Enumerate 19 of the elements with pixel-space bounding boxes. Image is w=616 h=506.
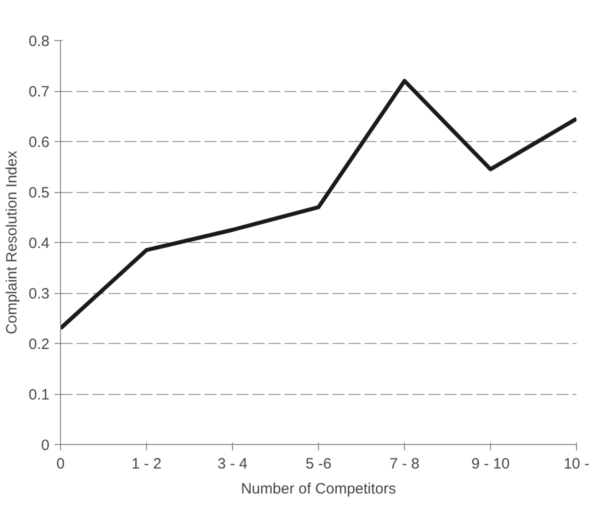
x-tick-label: 5 -6 [306,456,332,472]
x-tick-label: 1 - 2 [131,456,162,472]
y-tick-label: 0.7 [28,84,50,100]
y-tick-label: 0.8 [28,33,50,50]
x-tick-label: 3 - 4 [217,456,248,472]
x-tick-label: 7 - 8 [389,456,420,472]
x-tick-label: 9 - 10 [471,456,510,472]
line-series [60,78,576,330]
x-tick-label: 0 [56,456,65,472]
y-tick-label: 0 [41,437,50,454]
y-tick-label: 0.4 [28,235,50,252]
y-tick-label: 0.3 [28,286,50,302]
y-tick-label: 0.2 [28,336,50,353]
x-axis-title: Number of Competitors [240,480,396,498]
x-tick-label: 10 - [564,456,590,472]
y-axis-title: Complaint Resolution Index [4,150,21,334]
y-tick-label: 0.5 [28,184,50,202]
y-tick-label: 0.1 [28,386,50,404]
y-tick-label: 0.6 [28,134,50,151]
